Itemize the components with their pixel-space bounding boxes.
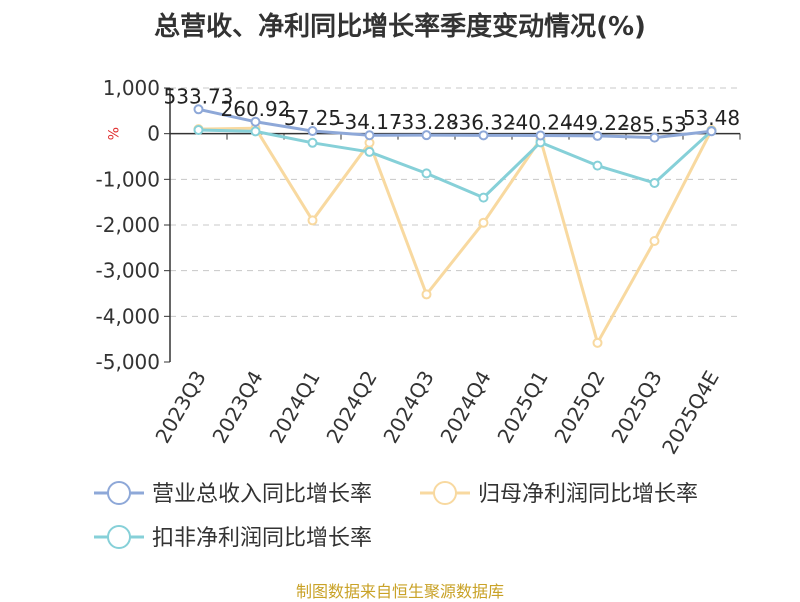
legend-marker bbox=[107, 481, 131, 505]
data-label: 53.48 bbox=[683, 106, 740, 130]
data-point bbox=[592, 160, 603, 171]
data-label: -33.28 bbox=[394, 110, 458, 134]
data-label: -85.53 bbox=[622, 113, 686, 137]
data-point bbox=[706, 126, 717, 137]
legend-marker bbox=[433, 481, 457, 505]
y-tick-label: -4,000 bbox=[96, 304, 160, 328]
data-point bbox=[478, 217, 489, 228]
data-point bbox=[649, 235, 660, 246]
data-point bbox=[478, 192, 489, 203]
data-point bbox=[364, 130, 375, 141]
legend-label: 扣非净利润同比增长率 bbox=[152, 526, 372, 551]
x-tick-label: 2025Q3 bbox=[606, 367, 666, 448]
data-label: 57.25 bbox=[284, 106, 341, 130]
data-point bbox=[592, 130, 603, 141]
x-tick-label: 2025Q4E bbox=[657, 367, 724, 459]
series-line bbox=[198, 107, 712, 140]
data-point bbox=[649, 177, 660, 188]
y-tick-label: -1,000 bbox=[96, 167, 160, 191]
data-point bbox=[535, 130, 546, 141]
data-label: -49.22 bbox=[565, 111, 629, 135]
x-tick-label: 2024Q2 bbox=[321, 367, 381, 448]
data-labels: 533.73260.9257.25-34.17-33.28-36.32-40.2… bbox=[164, 84, 741, 136]
data-label: -34.17 bbox=[337, 110, 401, 134]
legend-label: 归母净利润同比增长率 bbox=[478, 482, 698, 507]
x-tick-label: 2024Q3 bbox=[378, 367, 438, 448]
legend-label: 营业总收入同比增长率 bbox=[152, 482, 372, 507]
series-lines bbox=[193, 104, 717, 348]
data-source-note: 制图数据来自恒生聚源数据库 bbox=[295, 582, 504, 601]
data-point bbox=[649, 132, 660, 143]
x-tick-label: 2024Q4 bbox=[435, 367, 495, 448]
data-label: -36.32 bbox=[451, 110, 515, 134]
x-tick-label: 2025Q1 bbox=[492, 367, 552, 448]
series-line bbox=[198, 128, 713, 200]
data-point bbox=[421, 289, 432, 300]
data-point bbox=[193, 125, 204, 136]
y-tick-label: 0 bbox=[147, 122, 160, 146]
x-tick-label: 2023Q3 bbox=[150, 367, 210, 448]
y-tick-label: -2,000 bbox=[96, 213, 160, 237]
x-tick-label: 2025Q2 bbox=[549, 367, 609, 448]
data-point bbox=[421, 130, 432, 141]
data-point bbox=[307, 215, 318, 226]
y-tick-label: -3,000 bbox=[96, 259, 160, 283]
legend-marker bbox=[107, 525, 131, 549]
y-tick-label: -5,000 bbox=[96, 350, 160, 374]
data-point bbox=[364, 146, 375, 157]
data-point bbox=[250, 126, 261, 137]
data-point bbox=[478, 130, 489, 141]
y-axis-label: % bbox=[104, 127, 120, 140]
x-tick-label: 2024Q1 bbox=[264, 367, 324, 448]
chart-title: 总营收、净利同比增长率季度变动情况(%) bbox=[154, 12, 646, 42]
data-point bbox=[307, 137, 318, 148]
data-label: -40.24 bbox=[508, 111, 572, 135]
data-point bbox=[193, 104, 204, 115]
data-point bbox=[421, 168, 432, 179]
x-tick-label: 2023Q4 bbox=[207, 367, 267, 448]
y-tick-label: 1,000 bbox=[103, 76, 160, 100]
data-point bbox=[250, 116, 261, 127]
data-point bbox=[592, 337, 603, 348]
data-label: 260.92 bbox=[221, 97, 291, 121]
data-point bbox=[307, 126, 318, 137]
series-line bbox=[198, 126, 713, 345]
data-label: 533.73 bbox=[164, 84, 234, 108]
